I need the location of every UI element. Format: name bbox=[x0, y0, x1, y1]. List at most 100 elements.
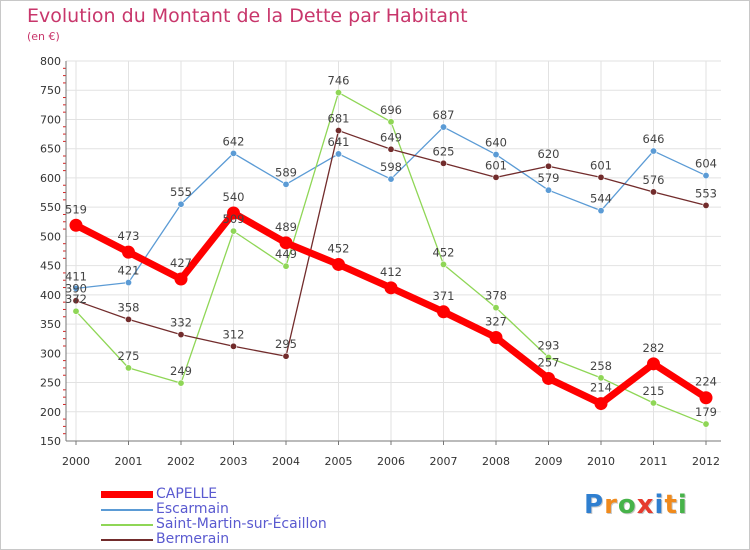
data-label: 598 bbox=[380, 160, 402, 174]
data-point bbox=[492, 151, 500, 159]
data-label: 746 bbox=[328, 74, 350, 88]
x-tick-label: 2004 bbox=[272, 455, 300, 468]
x-tick-label: 2002 bbox=[167, 455, 195, 468]
data-point bbox=[544, 162, 552, 170]
data-label: 411 bbox=[65, 269, 87, 283]
data-label: 358 bbox=[118, 300, 140, 314]
y-tick-label: 800 bbox=[40, 55, 61, 68]
data-point bbox=[649, 399, 657, 407]
data-point bbox=[597, 374, 605, 382]
data-point bbox=[439, 260, 447, 268]
data-label: 421 bbox=[118, 264, 140, 278]
data-point bbox=[72, 307, 80, 315]
data-point bbox=[334, 127, 342, 135]
data-point bbox=[699, 391, 713, 405]
series-bermerain bbox=[72, 127, 710, 360]
data-point bbox=[387, 118, 395, 126]
data-label: 378 bbox=[485, 289, 507, 303]
logo-letter: i bbox=[654, 490, 665, 520]
data-label: 681 bbox=[328, 112, 350, 126]
data-point bbox=[230, 227, 238, 235]
data-label: 249 bbox=[170, 364, 192, 378]
y-tick-label: 350 bbox=[40, 318, 61, 331]
logo-letter: r bbox=[604, 490, 618, 520]
series-lines bbox=[69, 89, 713, 428]
data-point bbox=[230, 342, 238, 350]
x-tick-label: 2005 bbox=[325, 455, 353, 468]
proxiti-logo: Proxiti bbox=[584, 490, 688, 520]
legend-swatch bbox=[101, 539, 153, 541]
data-point bbox=[702, 201, 710, 209]
y-tick-label: 500 bbox=[40, 230, 61, 243]
data-label: 332 bbox=[170, 316, 192, 330]
data-label: 412 bbox=[380, 265, 402, 279]
data-label: 544 bbox=[590, 192, 612, 206]
data-label: 258 bbox=[590, 359, 612, 373]
x-tick-label: 2008 bbox=[482, 455, 510, 468]
x-tick-label: 2009 bbox=[535, 455, 563, 468]
data-point bbox=[542, 371, 555, 385]
data-label: 371 bbox=[433, 289, 455, 303]
data-point bbox=[174, 272, 188, 286]
data-label: 519 bbox=[65, 202, 87, 216]
data-point bbox=[387, 175, 395, 183]
data-label: 604 bbox=[695, 157, 717, 171]
x-tick-label: 2007 bbox=[430, 455, 458, 468]
data-point bbox=[279, 236, 293, 250]
data-label: 257 bbox=[538, 355, 560, 369]
data-label: 452 bbox=[328, 241, 350, 255]
data-label: 620 bbox=[538, 147, 560, 161]
data-label: 282 bbox=[643, 341, 665, 355]
data-point bbox=[227, 206, 240, 220]
y-tick-label: 450 bbox=[40, 260, 61, 273]
data-label: 642 bbox=[223, 134, 245, 148]
logo-letter: P bbox=[584, 490, 605, 520]
legend-swatch bbox=[101, 524, 153, 526]
y-tick-label: 700 bbox=[40, 113, 61, 126]
y-tick-label: 600 bbox=[40, 172, 61, 185]
data-label: 589 bbox=[275, 165, 297, 179]
data-label: 489 bbox=[275, 220, 297, 234]
data-point bbox=[177, 331, 185, 339]
logo-letter: t bbox=[664, 490, 678, 520]
data-label: 427 bbox=[170, 256, 192, 270]
legend-swatch bbox=[101, 509, 153, 511]
data-labels: 411 421 555 642 589 641 598 687 640 579 544 646 604 3… bbox=[65, 74, 717, 419]
data-point bbox=[122, 245, 135, 259]
data-label: 449 bbox=[275, 247, 297, 261]
data-point bbox=[125, 315, 133, 323]
legend-swatch bbox=[101, 491, 153, 498]
data-point bbox=[649, 147, 657, 155]
series-escarmain bbox=[72, 123, 710, 292]
data-label: 640 bbox=[485, 136, 507, 150]
data-label: 579 bbox=[538, 171, 560, 185]
data-label: 601 bbox=[485, 158, 507, 172]
data-point bbox=[544, 353, 552, 361]
x-tick-label: 2003 bbox=[220, 455, 248, 468]
data-point bbox=[72, 284, 80, 292]
data-point bbox=[492, 304, 500, 312]
legend-label: Saint-Martin-sur-Écaillon bbox=[156, 516, 327, 532]
data-point bbox=[230, 149, 238, 157]
legend-label: Escarmain bbox=[156, 501, 229, 517]
data-label: 555 bbox=[170, 185, 192, 199]
data-point bbox=[334, 150, 342, 158]
data-point bbox=[282, 180, 290, 188]
data-label: 540 bbox=[223, 190, 245, 204]
y-tick-label: 550 bbox=[40, 201, 61, 214]
data-label: 576 bbox=[643, 173, 665, 187]
data-point bbox=[594, 397, 608, 411]
data-label: 646 bbox=[643, 132, 665, 146]
data-label: 275 bbox=[118, 349, 140, 363]
data-label: 687 bbox=[433, 108, 455, 122]
y-tick-label: 300 bbox=[40, 347, 61, 360]
data-label: 224 bbox=[695, 375, 717, 389]
data-point bbox=[177, 379, 185, 387]
y-tick-label: 200 bbox=[40, 406, 61, 419]
data-label: 372 bbox=[65, 292, 87, 306]
data-point bbox=[282, 262, 290, 270]
data-label: 641 bbox=[328, 135, 350, 149]
data-point bbox=[69, 218, 83, 232]
data-point bbox=[439, 159, 447, 167]
